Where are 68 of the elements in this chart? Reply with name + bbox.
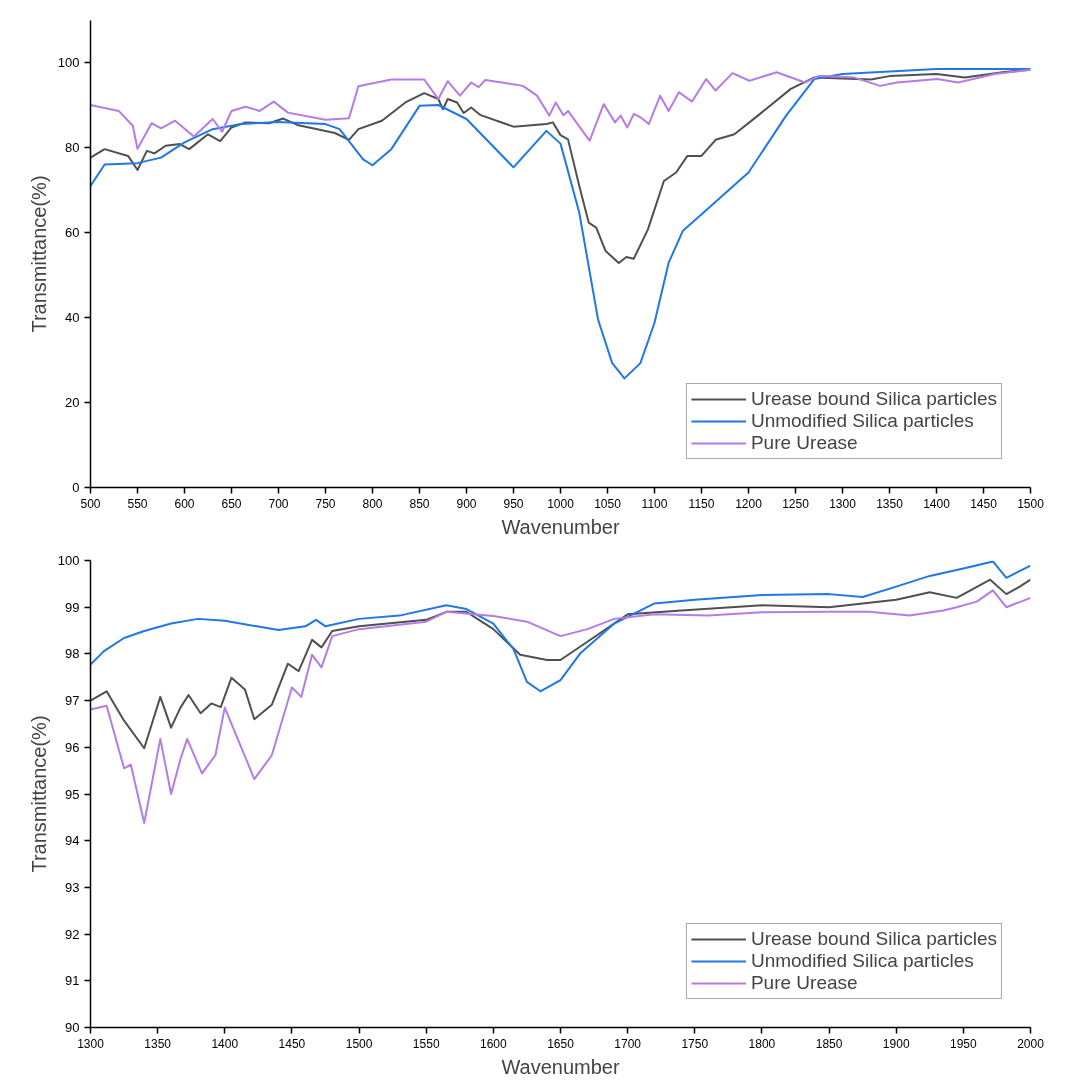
x-tick-label: 1300 xyxy=(829,496,857,511)
x-tick-label: 600 xyxy=(174,496,195,511)
x-tick-label: 750 xyxy=(315,496,336,511)
x-tick-label: 1550 xyxy=(412,1036,440,1051)
x-tick-label: 1000 xyxy=(547,496,575,511)
y-tick-label: 100 xyxy=(57,553,80,568)
x-tick-label: 1450 xyxy=(278,1036,306,1051)
x-tick-label: 1500 xyxy=(1017,496,1045,511)
y-tick-label: 0 xyxy=(72,480,80,495)
line-series xyxy=(90,560,1031,693)
x-tick-label: 1150 xyxy=(688,496,715,511)
x-tick-label: 1750 xyxy=(681,1036,709,1051)
legend-label: Urease bound Silica particles xyxy=(750,388,997,410)
x-axis-title: Wavenumber xyxy=(501,515,620,538)
y-tick-label: 92 xyxy=(65,926,80,942)
x-tick-label: 1300 xyxy=(77,1036,105,1051)
y-tick-label: 97 xyxy=(65,693,80,709)
x-axis-title: Wavenumber xyxy=(501,1055,620,1078)
x-tick-label: 1400 xyxy=(923,496,951,511)
x-tick-label: 1700 xyxy=(614,1036,642,1051)
legend-label: Unmodified Silica particles xyxy=(750,950,974,972)
y-tick-label: 20 xyxy=(65,395,80,411)
x-tick-label: 1400 xyxy=(211,1036,239,1051)
x-tick-label: 1900 xyxy=(882,1036,910,1051)
y-axis-title: Transmittance(%) xyxy=(27,175,50,333)
x-tick-label: 1950 xyxy=(950,1036,978,1051)
legend-label: Urease bound Silica particles xyxy=(750,928,997,950)
y-tick-label: 94 xyxy=(65,833,80,849)
y-tick-label: 96 xyxy=(65,739,80,755)
x-tick-label: 1450 xyxy=(970,496,998,511)
y-axis-title: Transmittance(%) xyxy=(27,715,50,873)
x-tick-label: 1800 xyxy=(748,1036,776,1051)
y-tick-label: 95 xyxy=(65,786,80,802)
line-series xyxy=(90,68,1031,150)
y-tick-label: 93 xyxy=(65,879,80,895)
x-tick-label: 550 xyxy=(127,496,148,511)
y-tick-label: 90 xyxy=(65,1020,80,1035)
legend-label: Pure Urease xyxy=(750,972,858,994)
y-tick-label: 98 xyxy=(65,646,80,662)
legend-label: Pure Urease xyxy=(750,432,858,454)
x-tick-label: 1850 xyxy=(815,1036,843,1051)
line-series xyxy=(90,67,1031,380)
x-tick-label: 1350 xyxy=(876,496,904,511)
y-tick-label: 80 xyxy=(65,140,80,156)
x-tick-label: 1600 xyxy=(480,1036,508,1051)
x-tick-label: 500 xyxy=(80,496,101,511)
line-series xyxy=(90,589,1031,824)
x-tick-label: 950 xyxy=(503,496,524,511)
y-tick-label: 60 xyxy=(65,225,80,241)
x-tick-label: 1650 xyxy=(547,1036,575,1051)
y-tick-label: 91 xyxy=(65,973,80,989)
x-tick-label: 650 xyxy=(221,496,242,511)
x-tick-label: 1200 xyxy=(735,496,763,511)
y-tick-label: 99 xyxy=(65,599,80,615)
x-tick-label: 1250 xyxy=(782,496,810,511)
x-tick-label: 1050 xyxy=(594,496,622,511)
x-tick-label: 1100 xyxy=(641,496,668,511)
x-tick-label: 900 xyxy=(456,496,477,511)
x-tick-label: 850 xyxy=(409,496,430,511)
x-tick-label: 700 xyxy=(268,496,289,511)
x-tick-label: 2000 xyxy=(1017,1036,1045,1051)
line-series xyxy=(90,578,1031,750)
y-tick-label: 40 xyxy=(65,310,80,326)
x-tick-label: 800 xyxy=(362,496,383,511)
x-tick-label: 1350 xyxy=(144,1036,172,1051)
y-tick-label: 100 xyxy=(57,55,80,71)
x-tick-label: 1500 xyxy=(345,1036,373,1051)
legend-label: Unmodified Silica particles xyxy=(750,410,974,432)
